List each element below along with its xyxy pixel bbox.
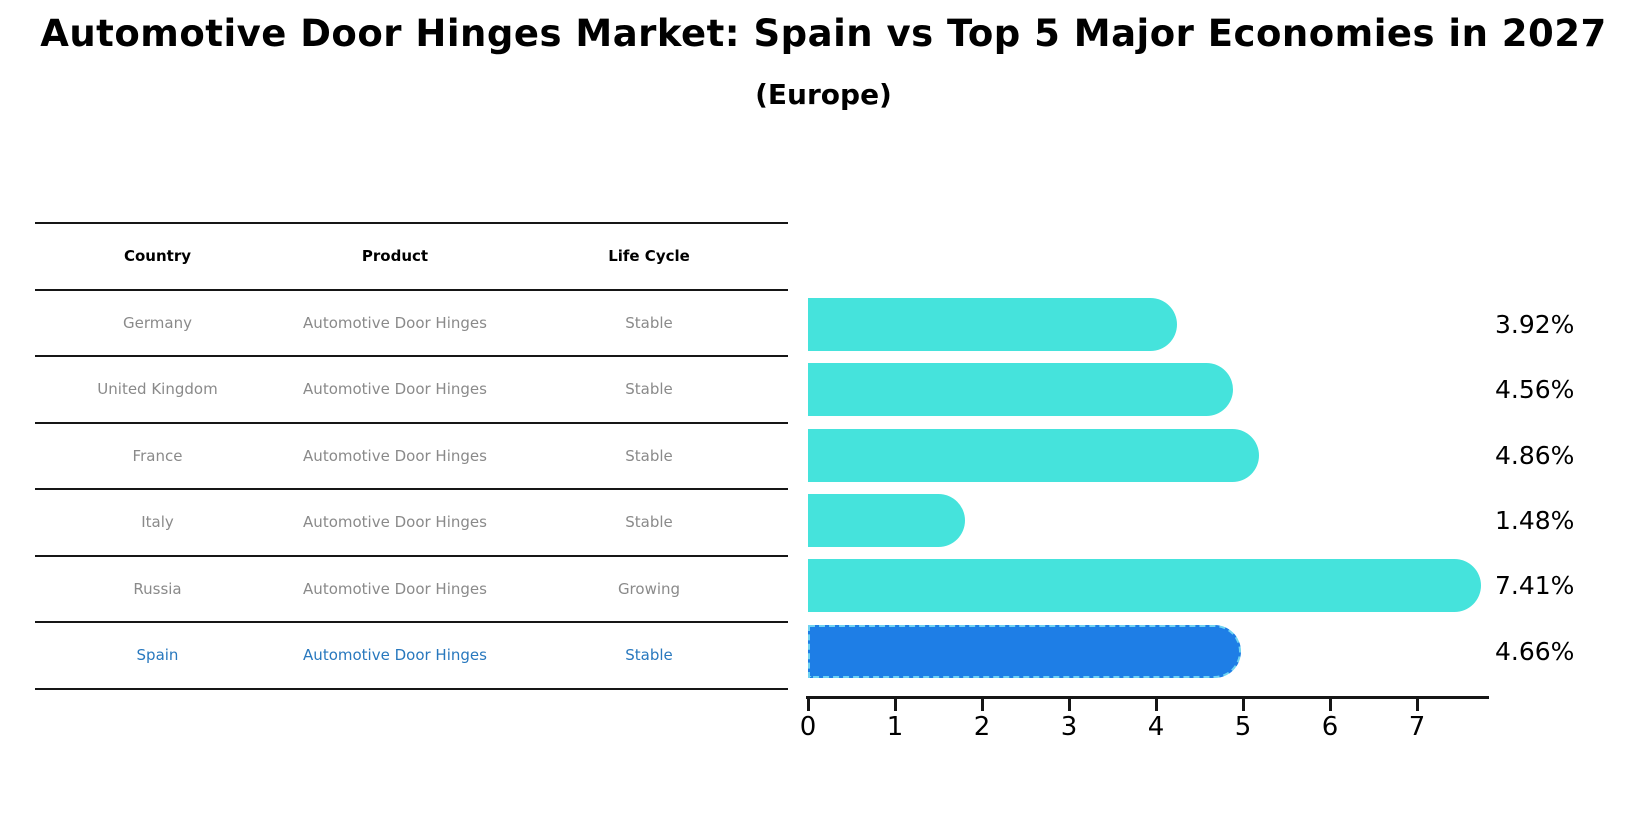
bar [808, 298, 1178, 351]
bar-value-label: 4.86% [1495, 440, 1575, 470]
table-row: United Kingdom Automotive Door Hinges Stab… [35, 355, 788, 422]
table-cell-product: Automotive Door Hinges [303, 380, 487, 399]
x-axis-tick-label: 4 [1147, 712, 1165, 742]
bar-spain-highlight [808, 624, 1242, 678]
table-cell-life-cycle: Stable [625, 380, 673, 399]
column-header-life-cycle: Life Cycle [608, 247, 690, 266]
table-cell-life-cycle: Growing [617, 579, 681, 598]
page-title: Automotive Door Hinges Market: Spain vs … [40, 12, 1607, 55]
table-row: France Automotive Door Hinges Stable [35, 421, 788, 489]
table-cell-country: Russia [133, 579, 182, 598]
table-cell-country: France [132, 446, 183, 465]
bar-value-label: 7.41% [1495, 571, 1575, 601]
page-subtitle: (Europe) [755, 78, 892, 111]
country-table: Country Product Life Cycle Germany Automo… [35, 222, 788, 690]
x-axis-tick-mark [1241, 699, 1245, 711]
table-cell-product: Automotive Door Hinges [303, 646, 487, 665]
table-cell-product: Automotive Door Hinges [303, 513, 487, 532]
bar [808, 493, 965, 547]
table-cell-country: Spain [136, 646, 179, 665]
x-axis-tick-mark [1415, 699, 1419, 711]
bar [808, 363, 1233, 417]
column-header-country: Country [123, 247, 192, 266]
table-header-row: Country Product Life Cycle [35, 222, 788, 289]
x-axis-tick-label: 1 [886, 712, 904, 742]
table-cell-product: Automotive Door Hinges [303, 579, 487, 598]
table-row: Italy Automotive Door Hinges Stable [35, 488, 788, 555]
x-axis-tick-mark [980, 699, 984, 711]
table-row: Spain Automotive Door Hinges Stable [35, 621, 788, 688]
table-row: Russia Automotive Door Hinges Growing [35, 554, 788, 622]
x-axis-tick-label: 0 [799, 712, 817, 742]
bar-value-label: 3.92% [1495, 310, 1575, 339]
table-cell-country: Germany [123, 313, 192, 332]
x-axis-line [806, 696, 1489, 699]
column-header-product: Product [361, 247, 429, 266]
bar-value-label: 1.48% [1495, 505, 1575, 535]
bar [808, 428, 1259, 482]
x-axis-tick-label: 7 [1408, 712, 1426, 742]
table-cell-product: Automotive Door Hinges [303, 446, 487, 465]
table-cell-country: Italy [141, 513, 174, 532]
bar-value-label: 4.56% [1495, 375, 1575, 405]
x-axis-tick-mark [1154, 699, 1158, 711]
table-cell-country: United Kingdom [97, 380, 218, 399]
x-axis-tick-label: 3 [1060, 712, 1078, 742]
bar-value-label: 4.66% [1495, 636, 1575, 666]
bar [808, 559, 1481, 613]
x-axis-tick-mark [806, 699, 810, 711]
table-cell-life-cycle: Stable [625, 313, 673, 332]
table-cell-product: Automotive Door Hinges [303, 313, 487, 332]
x-axis-tick-mark [1067, 699, 1071, 711]
table-cell-life-cycle: Stable [625, 446, 673, 465]
x-axis-tick-mark [893, 699, 897, 711]
x-axis-tick-label: 5 [1234, 712, 1252, 742]
table-cell-life-cycle: Stable [625, 513, 673, 532]
table-row: Germany Automotive Door Hinges Stable [35, 288, 788, 356]
x-axis-tick-mark [1328, 699, 1332, 711]
x-axis-tick-label: 2 [973, 712, 991, 742]
table-cell-life-cycle: Stable [625, 646, 673, 665]
x-axis-tick-label: 6 [1321, 712, 1339, 742]
